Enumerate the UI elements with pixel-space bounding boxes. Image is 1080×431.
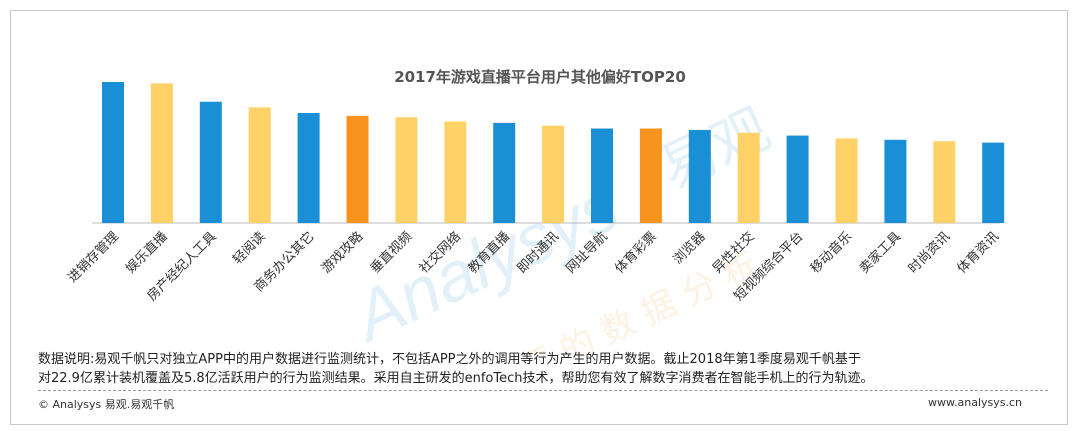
bar-9 (493, 122, 516, 223)
x-tick-label-6: 游戏攻略 (318, 229, 366, 277)
bar-17 (884, 139, 907, 223)
x-tick-label-1: 进销存管理 (65, 229, 122, 286)
data-note-line-2: 对22.9亿累计装机覆盖及5.8亿活跃用户的行为监测结果。采用自主研发的enfo… (38, 371, 874, 386)
x-tick-label-13: 浏览器 (670, 229, 709, 268)
x-tick-label-11: 网址导航 (563, 229, 611, 277)
bar-7 (395, 117, 418, 223)
bar-15 (786, 135, 809, 223)
x-tick-label-4: 轻阅读 (230, 229, 268, 267)
x-tick-label-8: 社交网络 (416, 229, 464, 277)
data-note: 数据说明:易观千帆只对独立APP中的用户数据进行监测统计，不包括APP之外的调用… (38, 350, 1058, 388)
x-tick-label-10: 即时通讯 (515, 229, 562, 276)
bar-18 (933, 141, 956, 223)
bar-8 (444, 121, 467, 223)
x-tick-label-19: 体育资讯 (954, 229, 1002, 277)
x-tick-label-7: 垂直视频 (368, 229, 415, 276)
x-tick-label-18: 时尚资讯 (906, 229, 953, 276)
x-tick-label-9: 教育直播 (465, 229, 513, 277)
bar-11 (591, 128, 613, 223)
bar-4 (248, 107, 271, 223)
x-tick-label-16: 移动音乐 (807, 229, 855, 277)
bar-16 (835, 138, 858, 223)
bar-3 (199, 101, 222, 223)
chart-title: 2017年游戏直播平台用户其他偏好TOP20 (394, 68, 686, 86)
footer-divider (38, 390, 1048, 391)
bar-10 (542, 125, 565, 223)
data-note-line-1: 数据说明:易观千帆只对独立APP中的用户数据进行监测统计，不包括APP之外的调用… (38, 352, 861, 367)
bar-13 (688, 129, 711, 223)
bar-19 (982, 142, 1005, 223)
website-url: www.analysys.cn (928, 396, 1022, 409)
copyright-text: © Analysys 易观.易观千帆 (38, 398, 175, 411)
bar-6 (346, 115, 369, 223)
x-tick-label-17: 卖家工具 (856, 229, 904, 277)
bar-12 (639, 128, 662, 223)
x-tick-label-14: 异性社交 (709, 229, 757, 277)
bar-1 (102, 82, 124, 223)
bar-5 (297, 113, 320, 223)
bar-14 (737, 132, 760, 223)
x-tick-label-2: 娱乐直播 (123, 229, 170, 276)
x-tick-label-12: 体育彩票 (612, 229, 660, 277)
bar-2 (150, 83, 173, 223)
